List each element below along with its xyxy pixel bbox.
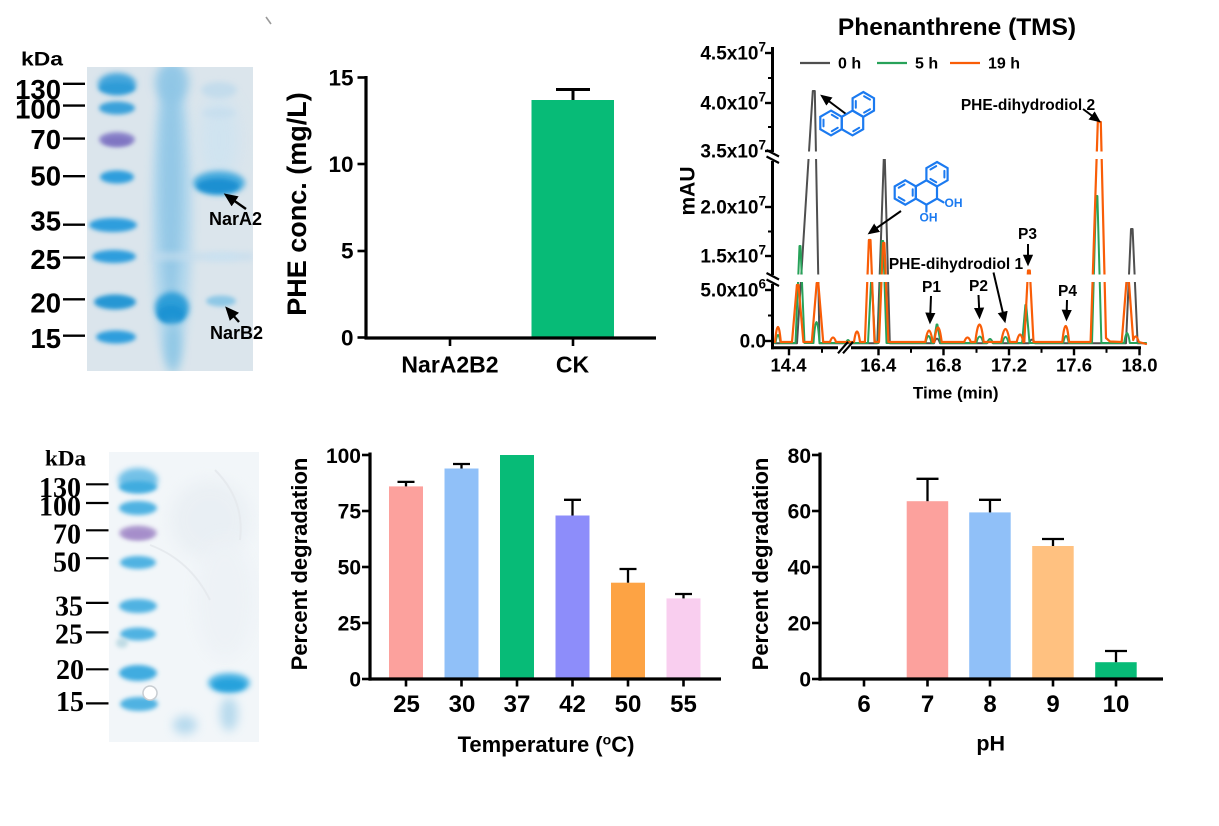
svg-text:20: 20 bbox=[788, 613, 811, 636]
svg-text:0.0: 0.0 bbox=[740, 332, 766, 353]
svg-text:50: 50 bbox=[615, 691, 642, 718]
svg-text:kDa: kDa bbox=[45, 446, 86, 471]
svg-text:0: 0 bbox=[799, 669, 811, 692]
svg-text:15: 15 bbox=[328, 66, 353, 91]
svg-text:8: 8 bbox=[983, 691, 996, 718]
svg-text:60: 60 bbox=[788, 501, 811, 524]
svg-text:19 h: 19 h bbox=[988, 56, 1020, 73]
svg-text:Percent degradation: Percent degradation bbox=[748, 458, 773, 671]
svg-text:50: 50 bbox=[53, 548, 81, 579]
svg-text:30: 30 bbox=[449, 691, 476, 718]
svg-text:Time (min): Time (min) bbox=[913, 384, 999, 403]
svg-text:kDa: kDa bbox=[21, 50, 64, 71]
svg-text:PHE conc. (mg/L): PHE conc. (mg/L) bbox=[282, 92, 312, 316]
svg-text:20: 20 bbox=[30, 288, 61, 319]
svg-text:P1: P1 bbox=[922, 279, 941, 296]
svg-text:50: 50 bbox=[338, 557, 361, 580]
svg-text:5.0x106: 5.0x106 bbox=[700, 277, 766, 302]
svg-text:100: 100 bbox=[15, 94, 61, 125]
svg-text:7: 7 bbox=[921, 691, 934, 718]
svg-text:0 h: 0 h bbox=[838, 56, 861, 73]
svg-text:10: 10 bbox=[328, 152, 353, 177]
svg-text:130: 130 bbox=[39, 473, 81, 504]
svg-text:50: 50 bbox=[30, 161, 61, 192]
svg-text:1.5x107: 1.5x107 bbox=[700, 243, 766, 268]
svg-text:25: 25 bbox=[393, 691, 420, 718]
svg-text:80: 80 bbox=[788, 445, 811, 468]
svg-text:70: 70 bbox=[53, 520, 81, 551]
svg-text:2.0x107: 2.0x107 bbox=[700, 194, 766, 219]
svg-text:5: 5 bbox=[341, 239, 354, 264]
svg-text:P4: P4 bbox=[1058, 283, 1077, 300]
svg-text:Phenanthrene (TMS): Phenanthrene (TMS) bbox=[838, 14, 1076, 41]
svg-text:4.5x107: 4.5x107 bbox=[700, 40, 766, 65]
svg-text:Percent degradation: Percent degradation bbox=[287, 458, 312, 671]
svg-text:35: 35 bbox=[30, 206, 61, 237]
svg-text:OH: OH bbox=[920, 211, 938, 225]
svg-text:40: 40 bbox=[788, 557, 811, 580]
svg-text:9: 9 bbox=[1046, 691, 1059, 718]
svg-text:pH: pH bbox=[976, 731, 1005, 755]
svg-text:14.4: 14.4 bbox=[770, 355, 807, 376]
svg-text:100: 100 bbox=[326, 445, 361, 468]
svg-text:25: 25 bbox=[338, 613, 362, 636]
svg-text:25: 25 bbox=[30, 244, 61, 275]
svg-text:15: 15 bbox=[30, 323, 61, 354]
svg-text:42: 42 bbox=[559, 691, 586, 718]
svg-text:P2: P2 bbox=[969, 278, 988, 295]
svg-text:NarB2: NarB2 bbox=[210, 323, 263, 343]
svg-text:35: 35 bbox=[55, 592, 83, 623]
svg-text:P3: P3 bbox=[1018, 226, 1037, 243]
svg-text:PHE-dihydrodiol 2: PHE-dihydrodiol 2 bbox=[961, 97, 1095, 114]
svg-text:CK: CK bbox=[556, 352, 590, 378]
svg-text:3.5x107: 3.5x107 bbox=[700, 138, 766, 163]
svg-text:5 h: 5 h bbox=[915, 56, 938, 73]
svg-text:NarA2: NarA2 bbox=[209, 209, 262, 229]
svg-text:15: 15 bbox=[56, 687, 84, 718]
svg-text:70: 70 bbox=[30, 124, 61, 155]
svg-text:17.2: 17.2 bbox=[991, 355, 1027, 376]
svg-text:0: 0 bbox=[349, 669, 361, 692]
svg-text:20: 20 bbox=[56, 655, 84, 686]
svg-text:Temperature (oC): Temperature (oC) bbox=[458, 732, 635, 758]
svg-text:10: 10 bbox=[1103, 691, 1130, 718]
svg-text:25: 25 bbox=[55, 620, 83, 651]
svg-text:37: 37 bbox=[504, 691, 531, 718]
svg-text:100: 100 bbox=[39, 492, 81, 523]
svg-text:0: 0 bbox=[341, 326, 354, 351]
svg-text:18.0: 18.0 bbox=[1121, 355, 1157, 376]
svg-text:4.0x107: 4.0x107 bbox=[700, 90, 766, 115]
svg-text:OH: OH bbox=[945, 196, 963, 210]
svg-text:PHE-dihydrodiol 1: PHE-dihydrodiol 1 bbox=[889, 256, 1024, 273]
svg-text:16.4: 16.4 bbox=[860, 355, 897, 376]
svg-text:6: 6 bbox=[857, 691, 870, 718]
svg-text:130: 130 bbox=[15, 74, 61, 105]
svg-text:NarA2B2: NarA2B2 bbox=[401, 352, 498, 378]
svg-text:16.8: 16.8 bbox=[926, 355, 962, 376]
svg-text:75: 75 bbox=[338, 501, 362, 524]
svg-text:17.6: 17.6 bbox=[1056, 355, 1092, 376]
svg-text:mAU: mAU bbox=[677, 166, 700, 215]
svg-text:55: 55 bbox=[670, 691, 697, 718]
